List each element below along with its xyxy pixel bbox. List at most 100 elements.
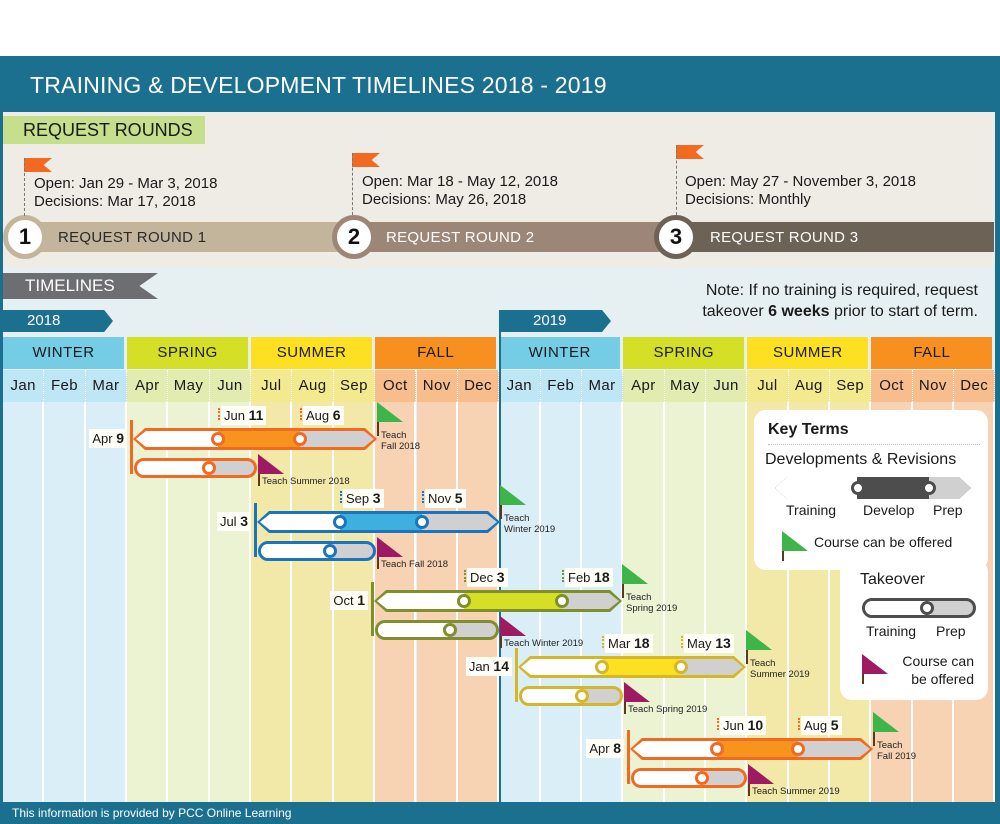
mid2-month: Aug bbox=[804, 718, 828, 733]
mid2-month: Nov bbox=[428, 491, 452, 506]
track-mid1-date: Mar 18 bbox=[605, 634, 653, 653]
mid2-day: 5 bbox=[830, 717, 839, 733]
month-column bbox=[3, 402, 45, 802]
month-column bbox=[705, 402, 748, 802]
round-3-decisions: Decisions: Monthly bbox=[685, 191, 811, 208]
note-post: prior to start of term. bbox=[829, 303, 978, 320]
teach-takeover-label: Teach Fall 2018 bbox=[381, 559, 449, 570]
track-dev-bar bbox=[377, 593, 619, 609]
start-month: Jan bbox=[468, 659, 490, 674]
track-milestone-training-end bbox=[457, 594, 471, 608]
start-month: Apr bbox=[589, 741, 610, 756]
month-apr-2019: Apr bbox=[623, 370, 665, 402]
track-takeover-bar bbox=[134, 458, 257, 478]
teach-takeover-label: Teach Summer 2019 bbox=[752, 786, 840, 797]
takeover-heading: Takeover bbox=[860, 571, 925, 588]
start-day: 3 bbox=[240, 513, 248, 529]
month-column bbox=[292, 402, 334, 802]
month-column bbox=[251, 402, 293, 802]
track-mid2-date: May 13 bbox=[684, 634, 734, 653]
track-milestone-training-end bbox=[333, 515, 347, 529]
season-summer-2019: SUMMER bbox=[747, 337, 872, 369]
mid1-day: 3 bbox=[496, 569, 505, 585]
teach-dev-label: Teach Summer 2019 bbox=[750, 658, 810, 680]
month-sep-2018: Sep bbox=[333, 370, 376, 402]
mid2-day: 18 bbox=[594, 569, 610, 585]
purple-flag-pole bbox=[748, 784, 750, 796]
track-milestone-develop-end bbox=[791, 742, 805, 756]
month-oct-2019: Oct bbox=[871, 370, 913, 402]
track-start-date: Oct 1 bbox=[330, 591, 368, 610]
season-fall-2019: FALL bbox=[871, 337, 996, 369]
mid1-day: 18 bbox=[634, 635, 650, 651]
key-dot-prep bbox=[922, 481, 936, 495]
key-takeover-bar bbox=[862, 598, 976, 618]
teach-line-1: Teach bbox=[750, 658, 776, 669]
round-3-flag-icon bbox=[676, 145, 704, 159]
mid1-month: Dec bbox=[470, 570, 494, 585]
track-takeover-bar bbox=[631, 768, 747, 788]
start-day: 9 bbox=[116, 430, 124, 446]
mid2-day: 5 bbox=[454, 490, 463, 506]
track-milestone-develop-end bbox=[415, 515, 429, 529]
track-mid2-date: Nov 5 bbox=[425, 489, 466, 508]
track-tick bbox=[717, 718, 719, 730]
season-summer-2018: SUMMER bbox=[251, 337, 376, 369]
round-1-number-badge: 1 bbox=[3, 215, 47, 259]
track-start-date: Jul 3 bbox=[216, 512, 251, 531]
round-3-bar: REQUEST ROUND 3 bbox=[668, 222, 994, 252]
track-start-date: Apr 8 bbox=[586, 739, 624, 758]
track-start-line bbox=[515, 648, 518, 702]
year-2019-label: 2019 bbox=[533, 312, 567, 329]
start-day: 1 bbox=[357, 592, 365, 608]
start-day: 8 bbox=[613, 740, 621, 756]
track-milestone-training-end bbox=[710, 742, 724, 756]
round-2-dates: Open: Mar 18 - May 12, 2018 Decisions: M… bbox=[362, 173, 558, 209]
key-takeover-label-training: Training bbox=[866, 623, 917, 639]
round-3-flag-pole bbox=[676, 145, 677, 215]
teach-takeover-label: Teach Summer 2018 bbox=[262, 476, 350, 487]
track-mid1-date: Dec 3 bbox=[467, 568, 508, 587]
month-dec-2018: Dec bbox=[457, 370, 500, 402]
month-jul-2019: Jul bbox=[747, 370, 789, 402]
key-dot-develop bbox=[851, 481, 865, 495]
round-3-dates: Open: May 27 - November 3, 2018 Decision… bbox=[685, 173, 916, 209]
month-jul-2018: Jul bbox=[251, 370, 293, 402]
round-2-open: Open: Mar 18 - May 12, 2018 bbox=[362, 173, 558, 190]
key-purple-label-1: Course can bbox=[902, 653, 974, 669]
track-start-date: Apr 9 bbox=[89, 429, 127, 448]
track-takeover-milestone bbox=[322, 544, 337, 558]
track-milestone-develop-end bbox=[674, 660, 688, 674]
season-fall-2018: FALL bbox=[375, 337, 500, 369]
track-mid1-date: Sep 3 bbox=[343, 489, 384, 508]
round-3-open: Open: May 27 - November 3, 2018 bbox=[685, 173, 916, 190]
purple-flag-pole bbox=[624, 702, 626, 714]
mid2-day: 13 bbox=[715, 635, 731, 651]
month-may-2019: May bbox=[664, 370, 706, 402]
track-takeover-bar bbox=[258, 541, 376, 561]
key-purple-flag-pole bbox=[862, 674, 864, 684]
round-3-label: REQUEST ROUND 3 bbox=[710, 229, 859, 246]
round-1-open: Open: Jan 29 - Mar 3, 2018 bbox=[34, 175, 218, 192]
track-mid1-date: Jun 10 bbox=[720, 716, 767, 735]
mid2-month: Aug bbox=[306, 408, 330, 423]
request-rounds-heading: REQUEST ROUNDS bbox=[3, 116, 205, 144]
season-winter-2019: WINTER bbox=[499, 337, 624, 369]
teach-takeover-label: Teach Winter 2019 bbox=[504, 638, 584, 649]
track-tick bbox=[218, 408, 220, 420]
month-aug-2018: Aug bbox=[292, 370, 334, 402]
mid2-month: May bbox=[687, 636, 712, 651]
page-title: TRAINING & DEVELOPMENT TIMELINES 2018 - … bbox=[30, 72, 607, 98]
track-takeover-bar bbox=[375, 620, 499, 640]
track-start-line bbox=[130, 420, 133, 474]
timelines-heading: TIMELINES bbox=[3, 273, 158, 299]
track-milestone-develop-end bbox=[293, 432, 307, 446]
teach-line-1: Teach bbox=[381, 430, 407, 441]
green-flag-pole bbox=[377, 422, 379, 436]
teach-line-1: Teach bbox=[877, 740, 903, 751]
mid1-month: Mar bbox=[608, 636, 631, 651]
month-feb-2018: Feb bbox=[44, 370, 86, 402]
footer-credit: This information is provided by PCC Onli… bbox=[12, 806, 292, 820]
note-pre: takeover bbox=[702, 303, 769, 320]
key-dev-label-training: Training bbox=[786, 502, 837, 518]
